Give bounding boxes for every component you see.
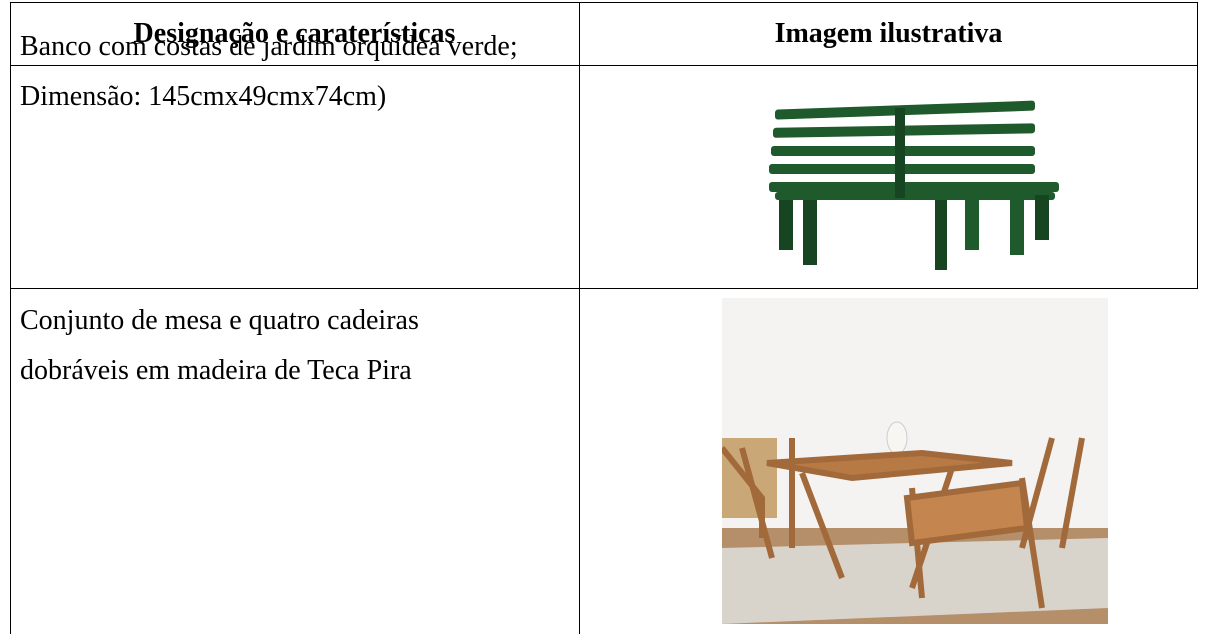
bench-image — [769, 100, 1059, 270]
rule — [1197, 2, 1198, 289]
rule — [10, 2, 1198, 3]
cell-text: Dimensão: 145cmx49cmx74cm) — [20, 81, 387, 112]
rule — [10, 65, 1198, 66]
rule — [579, 2, 580, 634]
dining-set-image — [722, 298, 1108, 624]
rule — [10, 2, 11, 634]
cell-text: Banco com costas de jardim orquídea verd… — [20, 31, 518, 62]
cell-text: dobráveis em madeira de Teca Pira — [20, 355, 412, 386]
column-header: Imagem ilustrativa — [774, 18, 1003, 49]
cell-text: Conjunto de mesa e quatro cadeiras — [20, 305, 419, 336]
column-header: Designação e caraterísticas — [133, 18, 456, 49]
rule — [10, 288, 1198, 289]
